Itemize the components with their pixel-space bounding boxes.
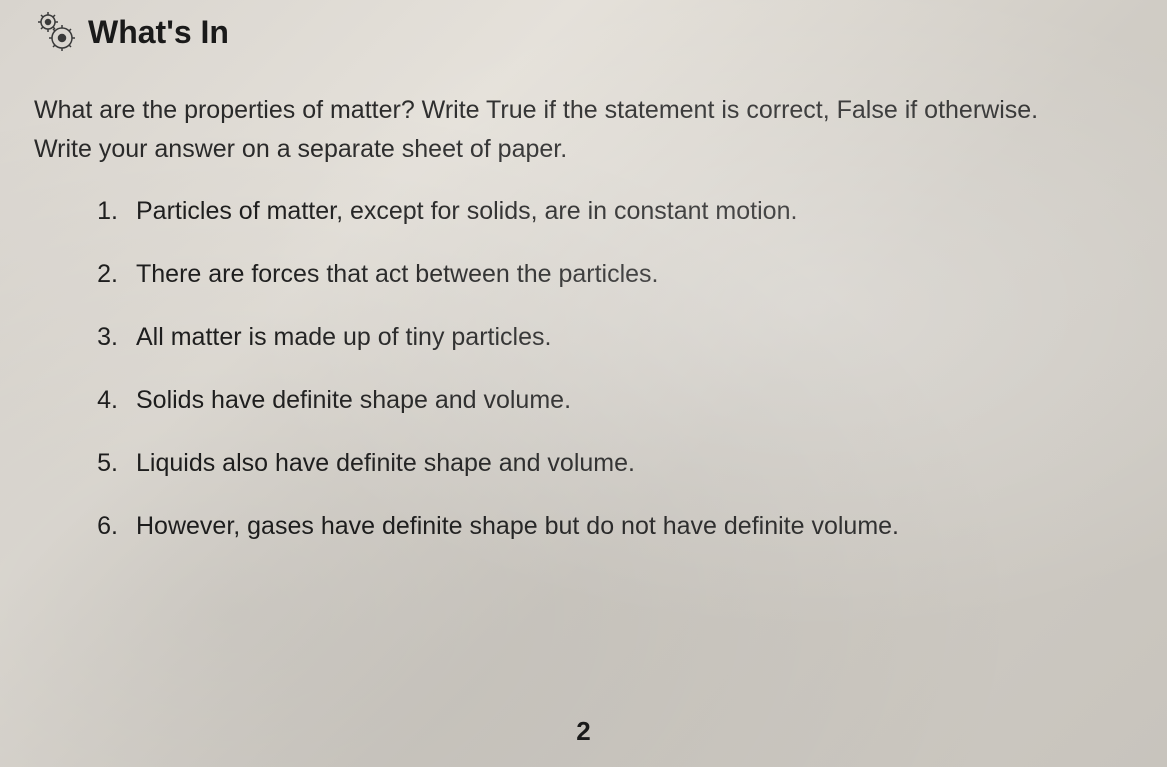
question-item: 1. Particles of matter, except for solid…: [90, 197, 1137, 226]
instructions: What are the properties of matter? Write…: [30, 91, 1137, 169]
question-item: 4. Solids have definite shape and volume…: [90, 386, 1137, 415]
question-item: 3. All matter is made up of tiny particl…: [90, 323, 1137, 352]
section-title: What's In: [88, 14, 229, 51]
question-item: 5. Liquids also have definite shape and …: [90, 449, 1137, 478]
question-number: 1.: [90, 197, 118, 226]
instructions-line-2: Write your answer on a separate sheet of…: [34, 130, 1137, 169]
worksheet-page: What's In What are the properties of mat…: [0, 0, 1167, 595]
question-number: 5.: [90, 449, 118, 478]
question-text: Solids have definite shape and volume.: [136, 386, 571, 415]
page-number: 2: [576, 716, 590, 747]
instructions-line-1: What are the properties of matter? Write…: [34, 91, 1137, 130]
section-header: What's In: [30, 8, 1137, 56]
question-item: 6. However, gases have definite shape bu…: [90, 512, 1137, 541]
question-list: 1. Particles of matter, except for solid…: [30, 197, 1137, 541]
question-number: 4.: [90, 386, 118, 415]
question-number: 2.: [90, 260, 118, 289]
question-number: 3.: [90, 323, 118, 352]
question-text: There are forces that act between the pa…: [136, 260, 659, 289]
question-number: 6.: [90, 512, 118, 541]
question-text: Liquids also have definite shape and vol…: [136, 449, 635, 478]
gear-icon: [30, 8, 78, 56]
question-text: All matter is made up of tiny particles.: [136, 323, 551, 352]
question-item: 2. There are forces that act between the…: [90, 260, 1137, 289]
question-text: Particles of matter, except for solids, …: [136, 197, 797, 226]
question-text: However, gases have definite shape but d…: [136, 512, 899, 541]
